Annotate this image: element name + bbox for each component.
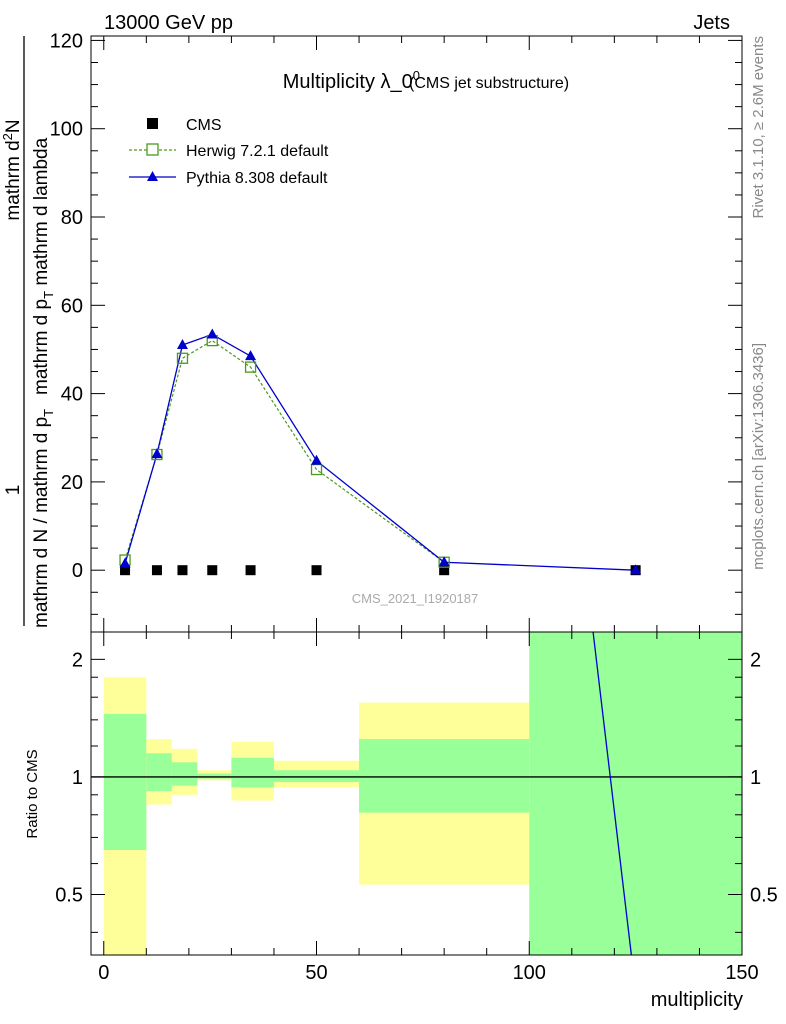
ratio-band-inner — [231, 757, 274, 788]
ratio-axis-ticks: 0.5 0.5 1 1 2 2 0 50 100 150 — [55, 632, 778, 984]
ratio-band-inner — [171, 762, 198, 786]
ratio-band-inner — [197, 773, 232, 779]
legend-herwig-label: Herwig 7.2.1 default — [186, 143, 329, 160]
ylabel-numerator: mathrm d2N — [0, 119, 24, 220]
ratio-ylabel: Ratio to CMS — [24, 749, 41, 838]
legend-herwig-marker — [146, 143, 159, 156]
pythia-point — [151, 448, 163, 459]
pythia-point — [245, 350, 257, 361]
main-title: Multiplicity λ_00 — [283, 68, 420, 93]
legend-cms-label: CMS — [186, 117, 222, 134]
herwig-point — [176, 352, 189, 364]
analysis-watermark: CMS_2021_I1920187 — [352, 591, 479, 606]
main-plot-marks — [119, 328, 642, 576]
herwig-line — [124, 339, 445, 563]
ratio-ytick-label-right: 0.5 — [750, 885, 778, 907]
process-label: Jets — [693, 12, 730, 34]
main-ylabel: 1 mathrm d N / mathrm d pT mathrm d2N ma… — [0, 36, 56, 628]
mcplots-label: mcplots.cern.ch [arXiv:1306.3436] — [750, 343, 767, 570]
ratio-xtick-label: 100 — [513, 962, 546, 984]
rivet-version-label: Rivet 3.1.10, ≥ 2.6M events — [750, 36, 767, 219]
legend-pythia-label: Pythia 8.308 default — [186, 170, 328, 187]
ratio-xtick-label: 50 — [305, 962, 327, 984]
ylabel-denominator: mathrm d N / mathrm d pT — [31, 409, 56, 628]
ratio-marks — [91, 631, 742, 956]
beam-label: 13000 GeV pp — [104, 12, 233, 34]
ylabel-one: 1 — [3, 485, 24, 496]
ratio-band-inner — [529, 632, 742, 955]
pythia-line — [124, 333, 636, 571]
main-ytick-label: 40 — [61, 384, 83, 406]
main-ytick-label: 0 — [72, 560, 83, 582]
herwig-point — [244, 361, 257, 373]
ratio-band-inner — [103, 713, 147, 850]
pythia-point — [119, 557, 131, 568]
ratio-pythia-line — [592, 631, 633, 956]
main-ytick-label: 100 — [50, 119, 83, 141]
ratio-xtick-label: 0 — [98, 962, 109, 984]
ratio-plot-frame — [90, 631, 743, 956]
cms-point — [245, 565, 256, 576]
main-ytick-label: 80 — [61, 207, 83, 229]
legend-cms-marker — [147, 118, 158, 129]
cms-point — [120, 565, 131, 576]
ratio-ytick-label-left: 0.5 — [55, 885, 83, 907]
ratio-band-inner — [146, 753, 172, 792]
main-subtitle: (CMS jet substructure) — [409, 75, 569, 92]
pythia-point — [176, 339, 188, 350]
main-ytick-label: 60 — [61, 295, 83, 317]
pythia-point — [630, 564, 642, 575]
main-ytick-label: 20 — [61, 472, 83, 494]
legend-pythia-marker — [147, 171, 158, 181]
ylabel-numerator-line2: mathrm d pT mathrm d lambda — [31, 137, 56, 395]
ratio-ytick-label-right: 2 — [750, 649, 761, 671]
cms-point — [177, 565, 188, 576]
cms-point — [311, 565, 322, 576]
main-axis-ticks: 0 20 40 60 80 100 120 — [50, 30, 743, 632]
ratio-band-inner — [359, 739, 530, 813]
cms-point — [439, 565, 450, 576]
xaxis-label: multiplicity — [651, 989, 743, 1011]
pythia-point — [206, 328, 218, 339]
ratio-ytick-label-left: 2 — [72, 649, 83, 671]
ratio-band-inner — [273, 770, 360, 783]
pythia-point — [438, 556, 450, 567]
ratio-ytick-label-left: 1 — [72, 767, 83, 789]
ratio-ytick-label-right: 1 — [750, 767, 761, 789]
pythia-point — [311, 454, 323, 465]
main-ytick-label: 120 — [50, 30, 83, 52]
legend: CMS Herwig 7.2.1 default Pythia 8.308 de… — [129, 117, 329, 187]
ratio-bands — [103, 632, 742, 955]
cms-point — [151, 565, 162, 576]
ratio-xtick-label: 150 — [725, 962, 758, 984]
cms-point — [207, 565, 218, 576]
